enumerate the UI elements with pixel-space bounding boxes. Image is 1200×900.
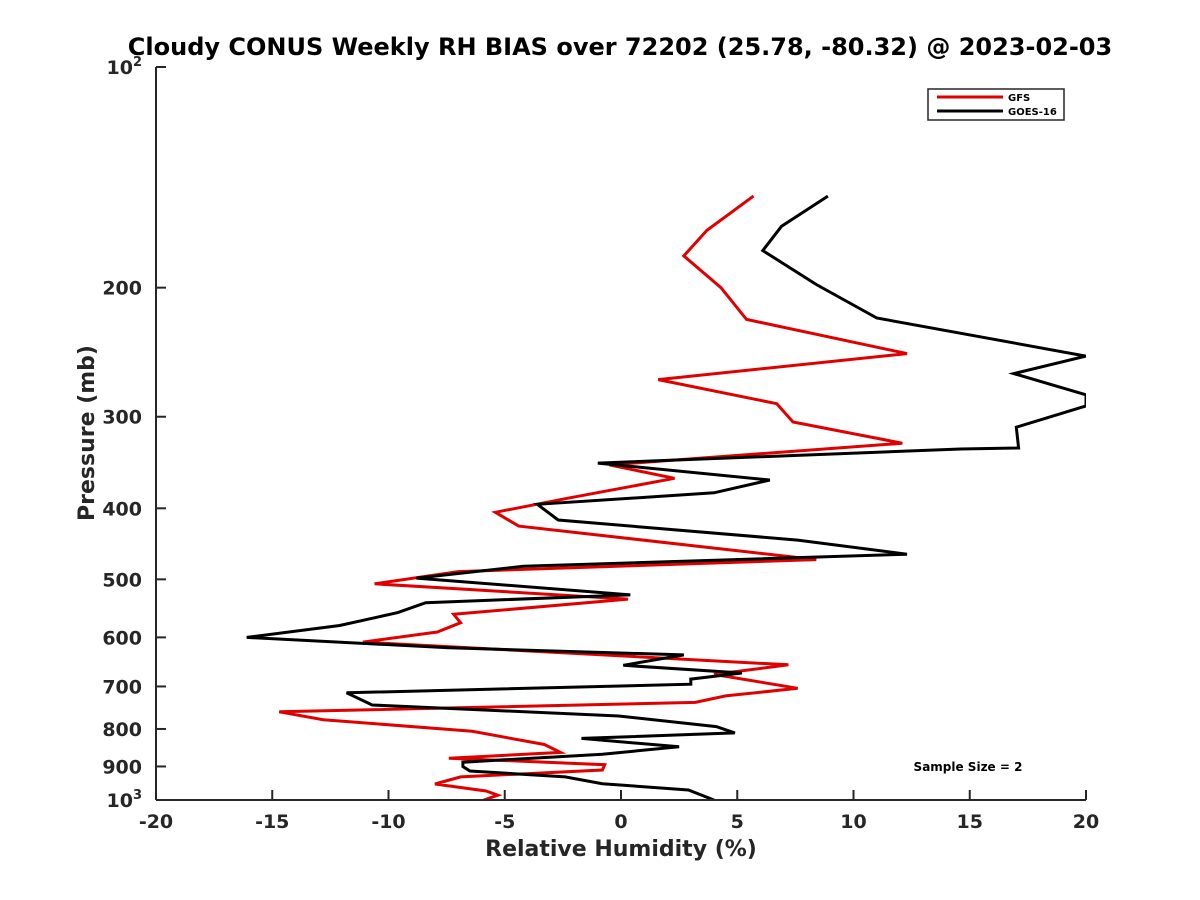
legend-label-goes16: GOES-16 — [1008, 107, 1057, 118]
x-tick-label: 15 — [957, 811, 983, 833]
y-tick-label: 200 — [102, 278, 142, 300]
y-tick-label: 103 — [107, 788, 143, 812]
legend: GFS GOES-16 — [927, 88, 1065, 121]
y-tick-label: 700 — [102, 676, 142, 698]
x-tick-label: 0 — [614, 811, 627, 833]
ticks: -20 -15 -10 -5 0 5 10 15 20 102 200 300 400 500 600 700… — [102, 55, 1099, 833]
x-tick-label: 20 — [1073, 811, 1099, 833]
y-tick-label: 102 — [107, 55, 143, 79]
x-tick-label: -20 — [139, 811, 173, 833]
y-axis-label: Pressure (mb) — [75, 345, 100, 521]
y-tick-label: 900 — [102, 756, 142, 778]
x-tick-label: 10 — [840, 811, 866, 833]
y-tick-label: 800 — [102, 719, 142, 741]
sample-size-annotation: Sample Size = 2 — [914, 760, 1023, 774]
x-axis-label: Relative Humidity (%) — [485, 837, 757, 862]
x-tick-label: -5 — [494, 811, 515, 833]
y-tick-label: 400 — [102, 498, 142, 520]
chart-title: Cloudy CONUS Weekly RH BIAS over 72202 (… — [128, 33, 1112, 61]
y-tick-label: 600 — [102, 627, 142, 649]
y-tick-label: 300 — [102, 407, 142, 429]
x-tick-label: -10 — [371, 811, 405, 833]
x-tick-label: -15 — [255, 811, 289, 833]
series-layer — [246, 194, 1086, 800]
series-line-goes-16 — [246, 194, 1086, 800]
legend-box — [927, 88, 1065, 121]
y-tick-label: 500 — [102, 569, 142, 591]
x-tick-label: 5 — [731, 811, 744, 833]
legend-label-gfs: GFS — [1008, 93, 1030, 104]
